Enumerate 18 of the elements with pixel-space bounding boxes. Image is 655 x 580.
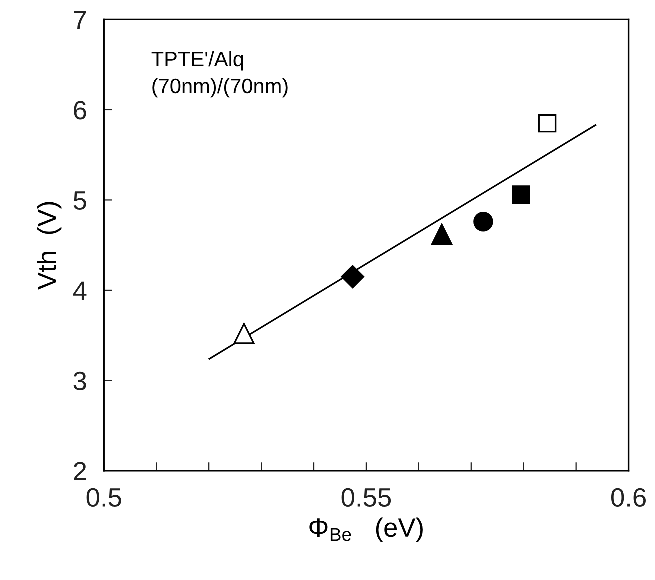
point	[341, 265, 364, 289]
point	[474, 212, 494, 232]
x-tick-label: 0.5	[86, 488, 122, 508]
y-tick-label: 5	[74, 192, 86, 210]
y-axis-title: Vth (V)	[37, 202, 62, 290]
point	[512, 186, 530, 204]
y-tick-label: 2	[74, 462, 86, 481]
text: Φ$_{Be}$ (eV)	[310, 518, 423, 542]
annotation: TPTE'/Alq (70nm)/(70nm)	[152, 51, 288, 98]
point	[431, 224, 453, 246]
x-tick-label: 0.6	[611, 488, 646, 508]
point	[234, 323, 255, 344]
x-tick-label: 0.55	[342, 488, 392, 508]
point	[538, 114, 557, 133]
y-tick-label: 6	[74, 101, 86, 120]
y-tick-label: 7	[74, 11, 86, 30]
y-tick-label: 4	[73, 282, 87, 300]
y-tick-label: 3	[74, 372, 86, 391]
